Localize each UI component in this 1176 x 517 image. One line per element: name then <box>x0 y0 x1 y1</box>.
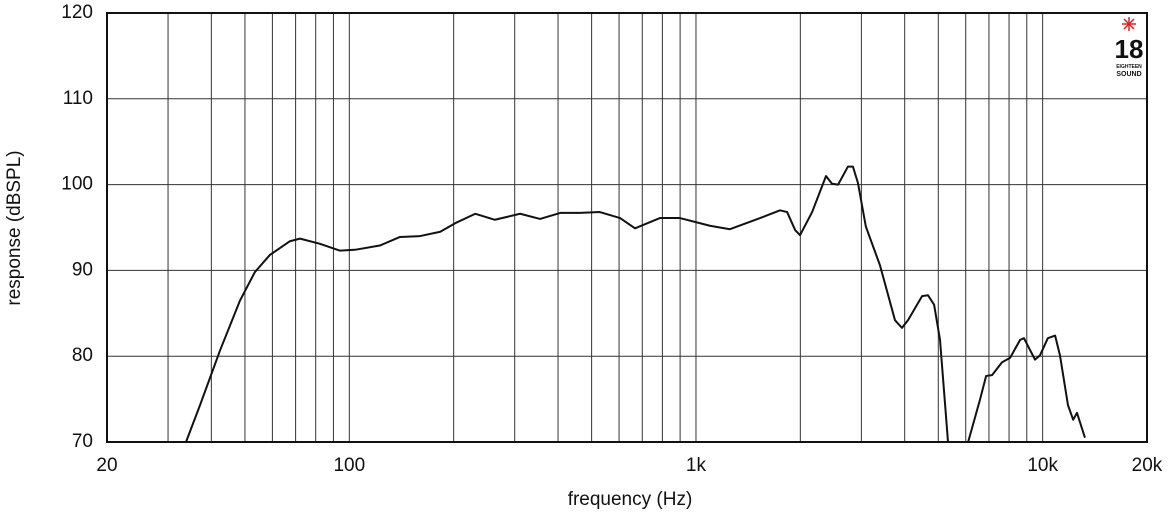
y-tick-label: 110 <box>63 88 93 109</box>
y-axis-title: response (dBSPL) <box>4 150 25 305</box>
logo-star <box>1122 17 1136 31</box>
y-tick-label: 70 <box>72 431 93 452</box>
x-axis-title: frequency (Hz) <box>568 489 693 510</box>
x-tick-label: 10k <box>1027 455 1058 476</box>
logo-text: SOUND <box>1116 71 1141 78</box>
y-tick-label: 90 <box>72 259 93 280</box>
x-tick-label: 100 <box>333 455 365 476</box>
x-tick-label: 20k <box>1132 455 1163 476</box>
x-tick-label: 20 <box>96 455 117 476</box>
y-tick-label: 120 <box>61 2 93 23</box>
y-tick-label: 100 <box>61 174 93 195</box>
y-tick-label: 80 <box>72 345 93 366</box>
logo-number: 18 <box>1115 34 1144 64</box>
response-line <box>185 165 1086 443</box>
plot-frame <box>106 12 1148 443</box>
logo-text: EIGHTEEN <box>1116 64 1142 70</box>
x-tick-label: 1k <box>686 455 707 476</box>
logo: 18 EIGHTEEN SOUND <box>1115 17 1144 78</box>
